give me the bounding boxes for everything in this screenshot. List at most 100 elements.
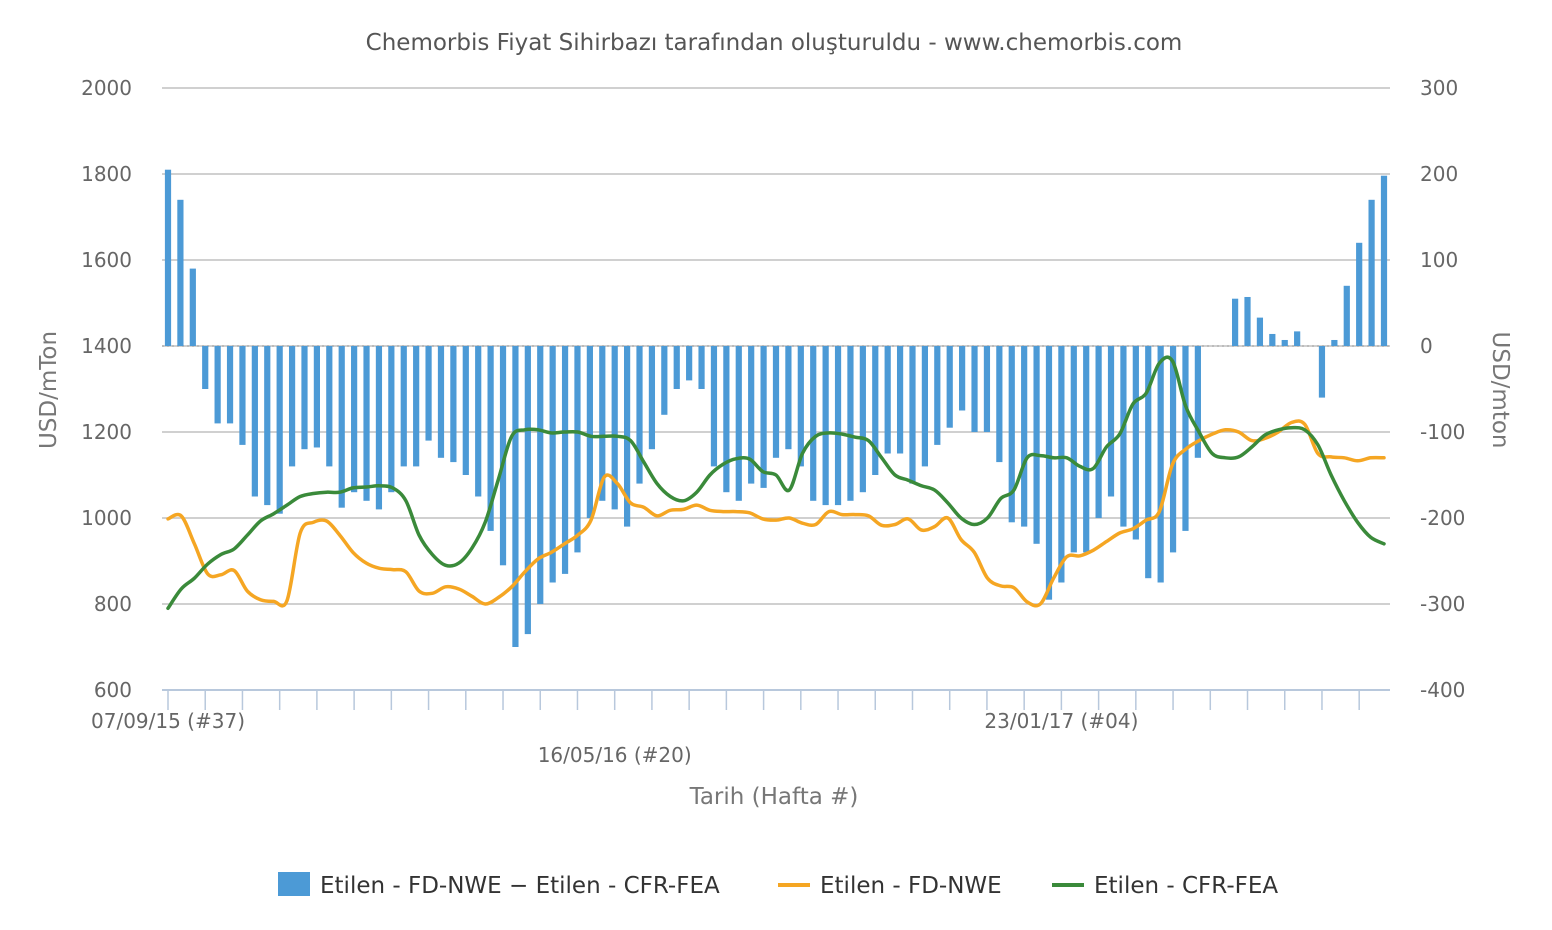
bar (748, 346, 755, 484)
bar (760, 346, 767, 488)
bar (1045, 346, 1053, 600)
right-tick-label: 100 (1420, 248, 1458, 272)
right-tick-label: 0 (1420, 334, 1433, 358)
left-tick-label: 1000 (81, 506, 132, 530)
bar (499, 346, 507, 566)
bar (611, 346, 618, 510)
bar (425, 346, 432, 441)
bar (1058, 346, 1065, 583)
bar (1281, 339, 1288, 346)
bar (549, 346, 556, 583)
bar (164, 169, 172, 346)
bar (673, 346, 680, 389)
bar (413, 346, 420, 467)
bar (1095, 346, 1102, 518)
bar (772, 346, 780, 458)
bar (884, 346, 891, 454)
bar (1070, 346, 1077, 553)
line-cfr-fea (166, 355, 1386, 611)
bar (1169, 346, 1177, 553)
bar (1008, 346, 1015, 523)
line-series (166, 355, 1386, 611)
bar (896, 346, 904, 454)
bar (1368, 199, 1375, 346)
bar (239, 346, 246, 445)
bar (599, 346, 606, 501)
bar (996, 346, 1003, 463)
bar (475, 346, 482, 497)
bar (698, 346, 705, 389)
left-tick-label: 2000 (81, 76, 132, 100)
bar (301, 346, 308, 450)
left-tick-label: 1800 (81, 162, 132, 186)
bar (983, 346, 991, 432)
bar (462, 346, 469, 475)
bar (661, 346, 668, 415)
bar (202, 346, 209, 389)
bar (1294, 331, 1301, 346)
bar (189, 268, 196, 346)
bar (512, 346, 519, 647)
bar (524, 346, 531, 635)
bar (810, 346, 817, 501)
bar (686, 346, 693, 381)
legend-label: Etilen - CFR-FEA (1094, 873, 1278, 899)
bar (1033, 346, 1040, 544)
bar (921, 346, 928, 467)
right-axis-ticks: -400 -300 -200 -100 0 100 200 300 (1420, 76, 1465, 702)
bar (1194, 346, 1201, 458)
bar (971, 346, 978, 432)
right-tick-label: -100 (1420, 420, 1465, 444)
bar (251, 346, 258, 497)
bar (934, 346, 941, 445)
bar (450, 346, 457, 463)
bar (872, 346, 879, 475)
x-tick-label: 16/05/16 (#20) (538, 743, 692, 767)
bar (909, 346, 916, 484)
bar (214, 346, 221, 424)
bar (797, 346, 804, 467)
left-tick-label: 1600 (81, 248, 132, 272)
bar (375, 346, 383, 510)
bar (1182, 346, 1189, 531)
bar (1256, 317, 1264, 346)
bar-series (164, 169, 1388, 647)
left-tick-label: 1400 (81, 334, 132, 358)
bar (363, 346, 370, 501)
bar (624, 346, 631, 527)
bar (1132, 346, 1139, 540)
bar (636, 346, 643, 484)
x-tick-label: 23/01/17 (#04) (984, 709, 1138, 733)
legend: Etilen - FD-NWE − Etilen - CFR-FEA Etilen… (278, 872, 1278, 899)
bar (1157, 346, 1164, 583)
left-axis-ticks: 600 800 1000 1200 1400 1600 1800 2000 (81, 76, 132, 702)
bar (1145, 346, 1152, 579)
right-tick-label: 300 (1420, 76, 1458, 100)
bar (574, 346, 581, 553)
bar (648, 346, 656, 450)
left-axis-title: USD/mTon (36, 331, 62, 449)
bar (723, 346, 730, 493)
bar (1232, 298, 1239, 346)
bar (264, 346, 271, 506)
bar (1269, 333, 1276, 346)
bar (1380, 175, 1388, 346)
left-tick-label: 800 (94, 592, 132, 616)
bar (946, 346, 953, 428)
x-axis-title: Tarih (Hafta #) (689, 784, 859, 810)
bar (1107, 346, 1115, 497)
bar (388, 346, 395, 493)
legend-label: Etilen - FD-NWE − Etilen - CFR-FEA (320, 873, 720, 899)
bar (1021, 346, 1028, 527)
bar (177, 199, 184, 346)
bar (1244, 296, 1251, 346)
bar (288, 346, 296, 467)
bar (338, 346, 345, 508)
bar (313, 346, 320, 448)
bar (834, 346, 842, 506)
bar (537, 346, 544, 604)
bar (859, 346, 866, 493)
bar (226, 346, 234, 424)
right-tick-label: -400 (1420, 678, 1465, 702)
bar (351, 346, 358, 493)
